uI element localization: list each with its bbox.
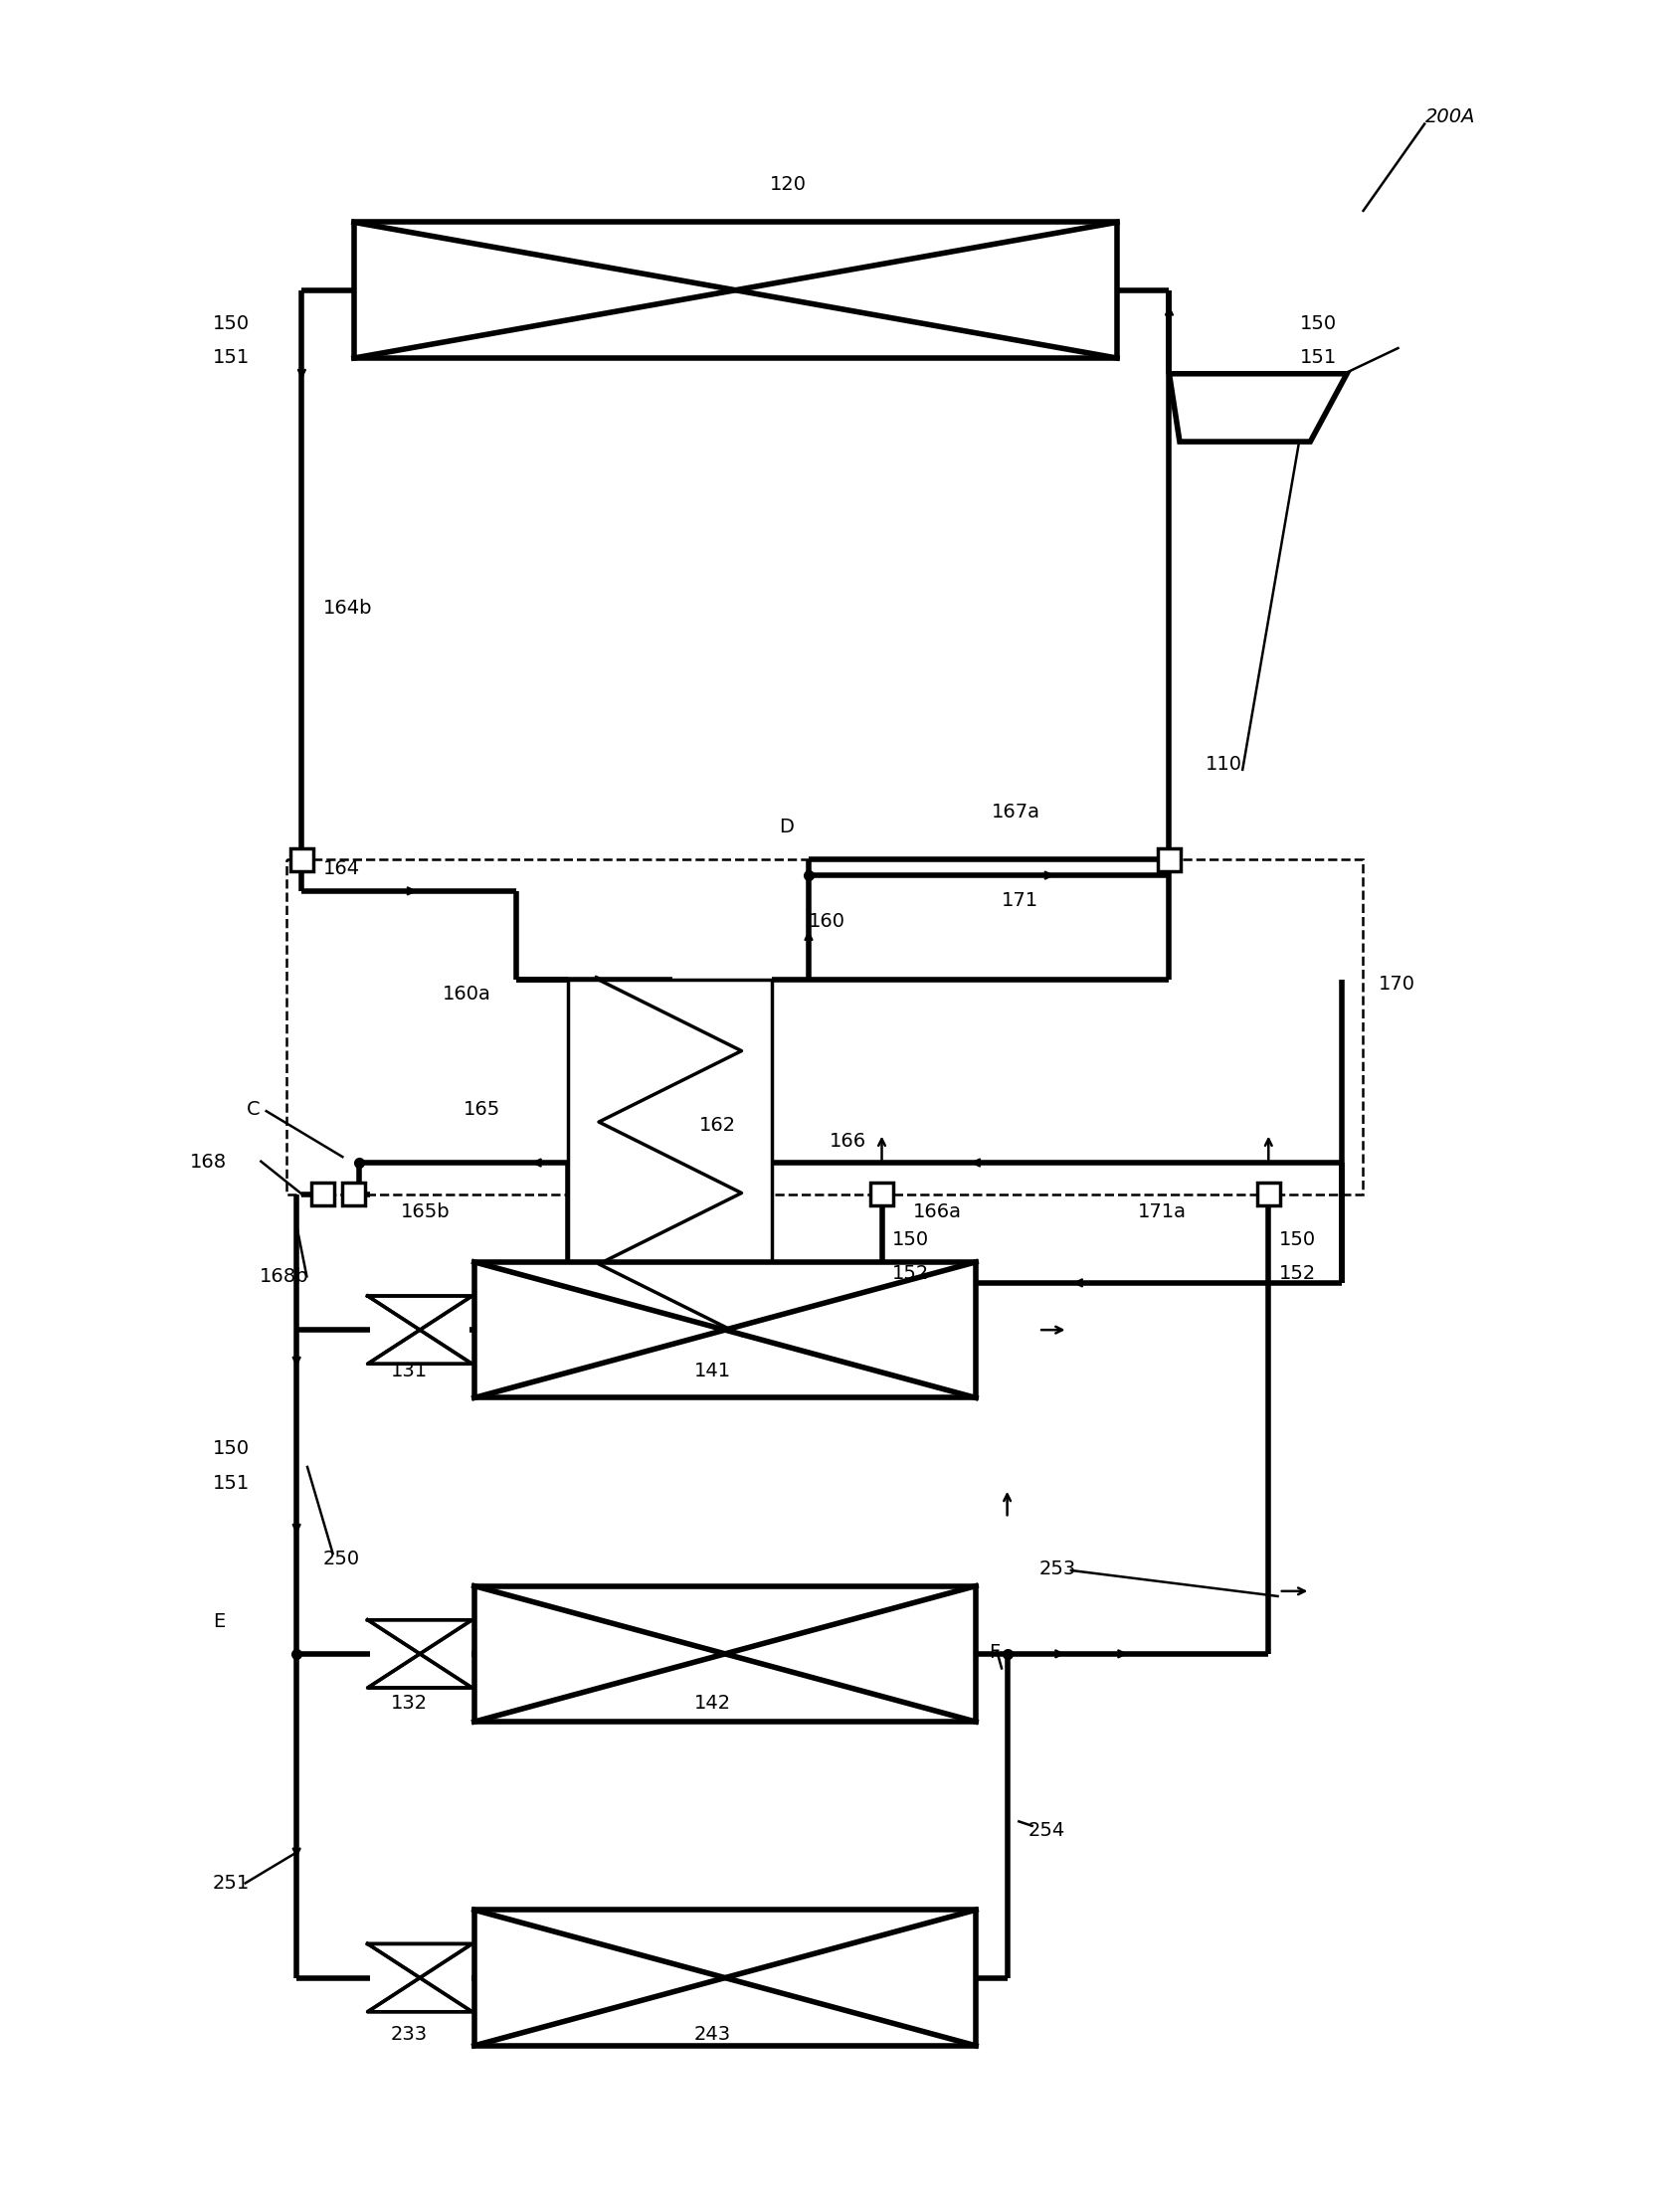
Text: 171a: 171a	[1137, 1203, 1186, 1221]
Text: 200A: 200A	[1425, 108, 1475, 125]
Text: 160: 160	[808, 913, 845, 931]
Text: 168: 168	[190, 1153, 227, 1170]
Text: 168b: 168b	[260, 1267, 309, 1287]
Text: 170: 170	[1378, 975, 1415, 994]
Bar	[474, 1263, 976, 1397]
Text: 132: 132	[391, 1694, 427, 1712]
Polygon shape	[368, 1619, 472, 1687]
Text: 171: 171	[1001, 891, 1038, 911]
Text: 141: 141	[694, 1362, 731, 1379]
Text: 166: 166	[830, 1131, 867, 1151]
Text: 151: 151	[213, 1474, 250, 1494]
Text: 165: 165	[464, 1100, 501, 1120]
Text: 151: 151	[213, 348, 250, 367]
Text: F: F	[988, 1643, 1000, 1663]
Text: 243: 243	[694, 2024, 731, 2044]
Bar	[291, 849, 312, 871]
Bar	[354, 222, 1117, 359]
Text: 120: 120	[769, 176, 806, 194]
Text: 250: 250	[323, 1549, 360, 1569]
Text: 150: 150	[1300, 315, 1337, 332]
Polygon shape	[368, 1945, 472, 2011]
Bar	[474, 1910, 976, 2046]
Text: 233: 233	[391, 2024, 427, 2044]
Text: D: D	[780, 818, 795, 836]
Text: 166a: 166a	[914, 1203, 963, 1221]
Text: 150: 150	[1278, 1230, 1315, 1250]
Bar	[286, 860, 1362, 1195]
Text: C: C	[247, 1100, 260, 1120]
Bar	[474, 1586, 976, 1723]
Polygon shape	[368, 1296, 472, 1364]
Polygon shape	[1169, 374, 1347, 442]
Bar	[568, 979, 773, 1335]
Bar	[870, 1184, 894, 1206]
Text: 164: 164	[323, 860, 360, 878]
Text: 165b: 165b	[402, 1203, 450, 1221]
Text: 142: 142	[694, 1694, 731, 1712]
Text: 150: 150	[213, 315, 250, 332]
Text: 167a: 167a	[991, 803, 1040, 821]
Text: 152: 152	[1278, 1265, 1315, 1283]
Text: 150: 150	[892, 1230, 929, 1250]
Text: 162: 162	[699, 1115, 736, 1135]
Text: 164b: 164b	[323, 598, 371, 618]
Bar	[1257, 1184, 1280, 1206]
Text: 253: 253	[1038, 1560, 1075, 1580]
Text: 151: 151	[1300, 348, 1337, 367]
Bar	[343, 1184, 366, 1206]
Bar	[311, 1184, 334, 1206]
Text: 152: 152	[892, 1265, 929, 1283]
Text: 160a: 160a	[444, 986, 492, 1003]
Text: 254: 254	[1028, 1822, 1065, 1839]
Text: E: E	[213, 1613, 225, 1630]
Text: 251: 251	[213, 1872, 250, 1892]
Text: 110: 110	[1206, 755, 1243, 774]
Text: 150: 150	[213, 1439, 250, 1459]
Bar	[1158, 849, 1181, 871]
Text: 131: 131	[391, 1362, 427, 1379]
